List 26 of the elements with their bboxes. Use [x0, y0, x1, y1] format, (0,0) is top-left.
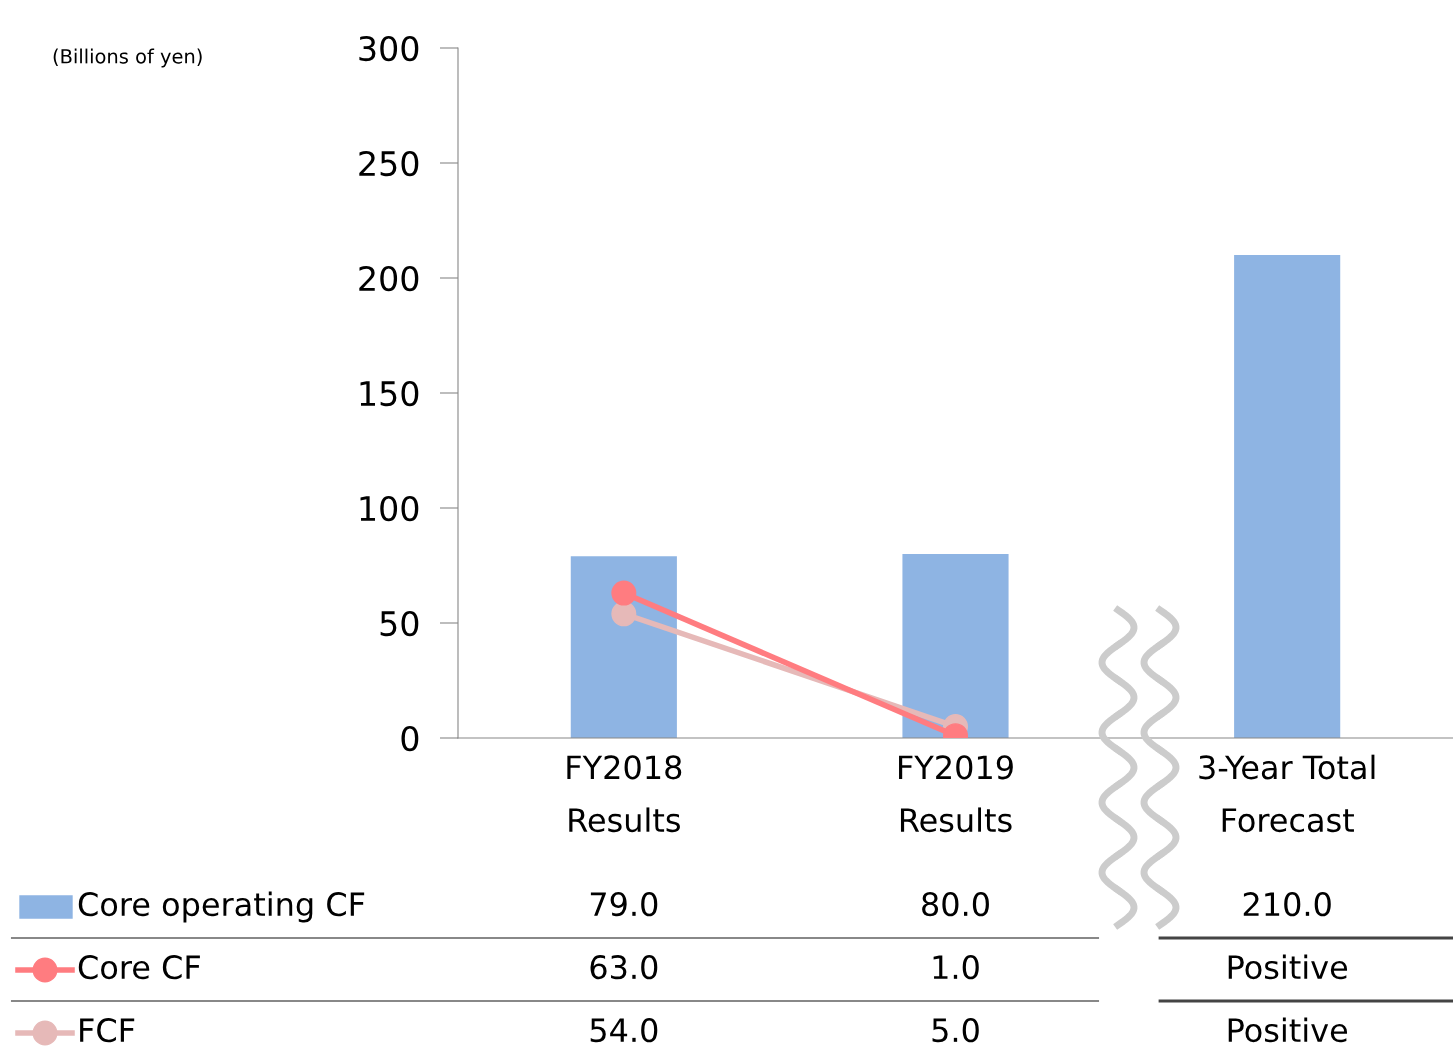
data-label: 210.0 — [1243, 892, 1331, 917]
point — [611, 601, 637, 627]
legend-label: FCF — [80, 1018, 135, 1043]
y-tick-label: 50 — [380, 610, 419, 637]
y-tick-label: 250 — [359, 150, 419, 177]
y-tick-label: 300 — [359, 35, 419, 62]
y-tick-label: 100 — [360, 495, 419, 522]
legend-label: Core CF — [78, 955, 200, 980]
data-label: 63.0 — [590, 955, 658, 980]
data-label: 5.0 — [932, 1018, 979, 1043]
text: (Billions of yen) — [53, 48, 202, 68]
data-label: 54.0 — [590, 1018, 658, 1043]
text: Positive — [1228, 1017, 1348, 1043]
x-tick-label: FY2019 Results — [899, 755, 1013, 833]
point — [611, 580, 637, 606]
y-tick-label: 0 — [401, 725, 419, 752]
x-tick-label: FY2018 Results — [567, 755, 682, 833]
y-tick-label: 200 — [359, 265, 419, 292]
data-label: 1.0 — [933, 955, 979, 980]
text: Positive — [1228, 954, 1348, 980]
data-label: 79.0 — [590, 892, 658, 917]
bar — [1234, 255, 1341, 738]
data-label: 80.0 — [922, 892, 989, 917]
y-tick-label: 150 — [360, 380, 419, 407]
legend-label: Core operating CF — [78, 891, 365, 923]
x-tick-label: 3-Year Total Forecast — [1199, 754, 1375, 833]
